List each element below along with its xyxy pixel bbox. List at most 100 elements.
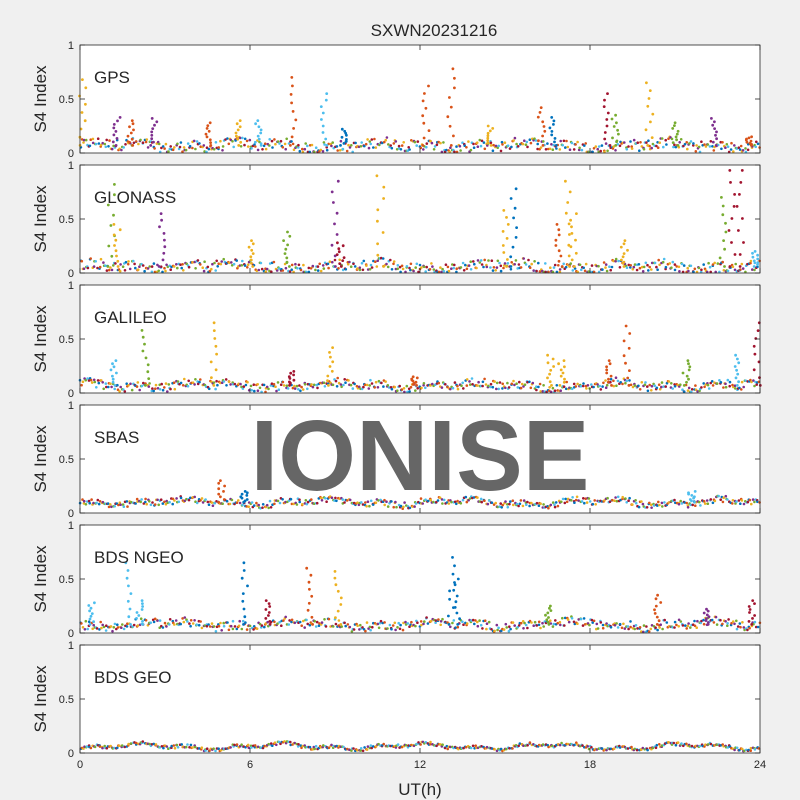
data-point bbox=[356, 749, 359, 752]
data-point bbox=[536, 142, 539, 146]
spike-point bbox=[126, 569, 130, 572]
data-point bbox=[238, 136, 242, 140]
data-point bbox=[370, 138, 374, 141]
data-point bbox=[675, 623, 678, 627]
data-point bbox=[416, 621, 419, 624]
data-point bbox=[553, 503, 556, 507]
data-point bbox=[702, 382, 705, 385]
data-point bbox=[537, 620, 541, 624]
data-point bbox=[118, 501, 122, 505]
data-point bbox=[118, 744, 121, 747]
data-point bbox=[726, 145, 730, 148]
data-point bbox=[590, 264, 594, 267]
data-point bbox=[523, 621, 526, 625]
spike-point bbox=[605, 371, 609, 375]
data-point bbox=[404, 270, 407, 274]
spike-point bbox=[247, 245, 251, 249]
data-point bbox=[167, 383, 171, 386]
data-point bbox=[375, 265, 379, 268]
data-point bbox=[154, 743, 158, 746]
spike-point bbox=[334, 265, 337, 268]
spike-point bbox=[723, 247, 726, 251]
data-point bbox=[306, 150, 310, 154]
data-point bbox=[698, 500, 701, 504]
data-point bbox=[673, 498, 676, 502]
spike-point bbox=[486, 141, 490, 145]
spike-point bbox=[622, 339, 626, 343]
data-point bbox=[712, 621, 716, 624]
data-point bbox=[421, 502, 425, 505]
spike-point bbox=[213, 337, 217, 340]
data-point bbox=[433, 145, 437, 148]
data-point bbox=[639, 141, 642, 144]
spike-point bbox=[616, 128, 619, 132]
data-point bbox=[731, 620, 735, 623]
spike-point bbox=[288, 234, 292, 238]
data-point bbox=[728, 380, 732, 384]
spike-point bbox=[550, 116, 554, 119]
spike-point bbox=[157, 265, 161, 268]
data-point bbox=[515, 382, 518, 386]
spike-point bbox=[628, 332, 632, 335]
spike-point bbox=[608, 144, 612, 147]
spike-point bbox=[90, 612, 94, 615]
data-point bbox=[113, 505, 116, 508]
data-point bbox=[140, 384, 144, 388]
data-point bbox=[731, 265, 735, 269]
y-tick-label: 0 bbox=[68, 628, 74, 640]
data-point bbox=[465, 267, 469, 271]
data-point bbox=[176, 266, 179, 270]
data-point bbox=[713, 261, 716, 265]
data-point bbox=[713, 381, 716, 385]
spike-point bbox=[502, 209, 506, 212]
data-point bbox=[726, 624, 729, 627]
data-point bbox=[468, 380, 471, 383]
data-point bbox=[285, 137, 289, 141]
data-point bbox=[640, 265, 644, 269]
y-axis-label: S4 Index bbox=[31, 305, 50, 373]
data-point bbox=[649, 503, 653, 507]
spike-point bbox=[115, 371, 118, 375]
data-point bbox=[496, 259, 500, 263]
spike-point bbox=[567, 243, 571, 247]
spike-point bbox=[705, 613, 709, 617]
data-point bbox=[300, 385, 303, 389]
spike-point bbox=[750, 623, 754, 626]
spike-point bbox=[310, 594, 314, 598]
data-point bbox=[535, 388, 538, 392]
data-point bbox=[408, 148, 411, 151]
data-point bbox=[435, 500, 438, 504]
spike-point bbox=[752, 344, 756, 348]
spike-point bbox=[111, 140, 115, 144]
data-point bbox=[738, 386, 741, 390]
data-point bbox=[563, 501, 567, 505]
data-point bbox=[726, 378, 730, 382]
spike-point bbox=[693, 500, 696, 504]
data-point bbox=[572, 148, 576, 151]
spike-point bbox=[646, 104, 650, 108]
spike-point bbox=[159, 212, 163, 216]
data-point bbox=[474, 744, 478, 747]
data-point bbox=[556, 504, 560, 508]
data-point bbox=[458, 144, 462, 148]
data-point bbox=[660, 381, 664, 384]
spike-point bbox=[210, 376, 213, 379]
data-point bbox=[437, 381, 441, 385]
data-point bbox=[248, 624, 252, 628]
spike-point bbox=[546, 620, 550, 624]
spike-point bbox=[340, 127, 344, 131]
data-point bbox=[96, 266, 99, 270]
spike-point bbox=[267, 614, 270, 617]
data-point bbox=[199, 378, 202, 381]
data-point bbox=[195, 140, 199, 143]
data-point bbox=[605, 622, 608, 625]
data-point bbox=[447, 499, 450, 502]
spike-point bbox=[153, 123, 156, 127]
data-point bbox=[425, 145, 428, 149]
spike-point bbox=[547, 616, 550, 619]
spike-point bbox=[654, 597, 658, 601]
data-point bbox=[456, 384, 459, 388]
spike-point bbox=[541, 120, 545, 124]
data-point bbox=[121, 623, 124, 626]
spike-point bbox=[140, 599, 144, 602]
